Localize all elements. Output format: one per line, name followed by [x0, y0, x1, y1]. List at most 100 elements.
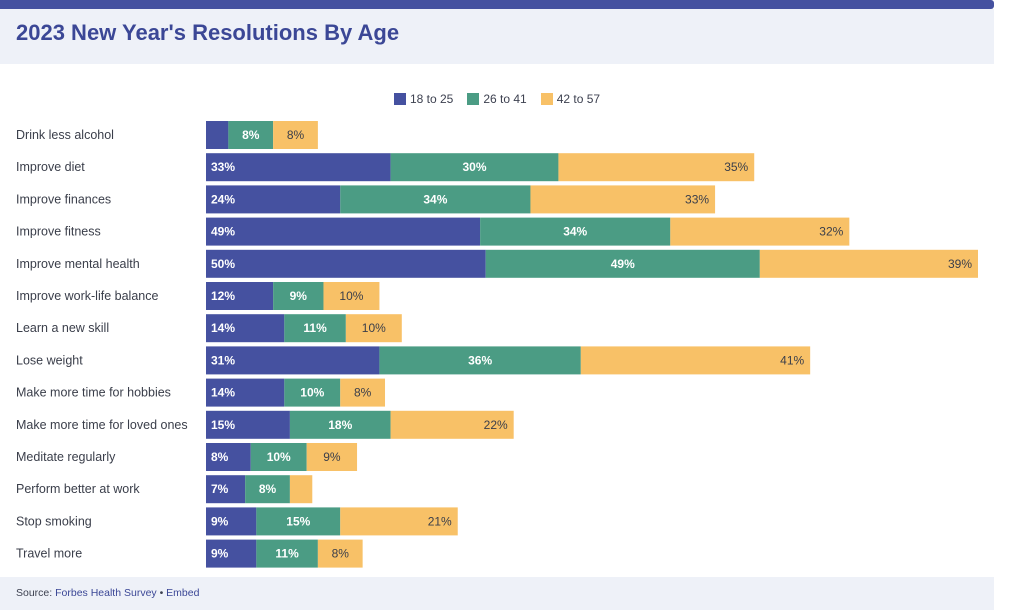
bar-segment[interactable]	[340, 185, 531, 214]
source-link[interactable]: Forbes Health Survey	[55, 587, 157, 599]
bar-segment[interactable]	[306, 443, 358, 471]
data-label: 35%	[724, 160, 748, 174]
data-label: 9%	[211, 514, 229, 528]
bar-segment[interactable]	[273, 282, 324, 310]
bar-segment[interactable]	[206, 249, 486, 278]
data-label: 21%	[428, 514, 452, 528]
bar-segment[interactable]	[284, 378, 341, 407]
category-label: Improve diet	[16, 160, 85, 174]
legend-swatch-18-25	[393, 93, 406, 105]
top-accent-bar	[0, 0, 994, 9]
bar-segment[interactable]	[206, 346, 380, 375]
bar-segment[interactable]	[284, 314, 346, 343]
bar-segment[interactable]	[273, 121, 318, 149]
data-label: 8%	[259, 482, 277, 496]
category-label: Learn a new skill	[16, 321, 109, 335]
data-label: 34%	[563, 225, 587, 239]
bar-segment[interactable]	[256, 507, 341, 536]
data-label: 9%	[323, 450, 341, 464]
bar-segment[interactable]	[530, 185, 716, 214]
bar-segment[interactable]	[206, 282, 274, 310]
bar-segment[interactable]	[206, 121, 229, 149]
bar-segment[interactable]	[206, 539, 257, 568]
bar-segment[interactable]	[228, 121, 274, 149]
data-label: 31%	[211, 353, 235, 367]
data-label: 10%	[362, 321, 386, 335]
bar-segment[interactable]	[206, 443, 251, 471]
legend-item-18-25[interactable]: 18 to 25	[393, 92, 454, 106]
bar-segment[interactable]	[323, 282, 380, 310]
bar-segment[interactable]	[379, 346, 581, 375]
category-label: Improve fitness	[16, 225, 101, 239]
data-label: 32%	[819, 225, 843, 239]
data-label: 50%	[211, 257, 235, 271]
bar-segment[interactable]	[206, 314, 285, 343]
bar-segment[interactable]	[245, 475, 290, 504]
data-label: 34%	[423, 192, 447, 206]
bar-segment[interactable]	[485, 249, 760, 278]
footer-band	[0, 577, 994, 610]
source-prefix: Source:	[16, 587, 56, 599]
bar-segment[interactable]	[317, 539, 363, 568]
category-label: Make more time for loved ones	[16, 418, 188, 432]
data-label: 10%	[267, 450, 291, 464]
bar-segment[interactable]	[759, 249, 978, 278]
bar-segment[interactable]	[345, 314, 402, 343]
data-label: 24%	[211, 192, 235, 206]
bar-segment[interactable]	[206, 185, 341, 214]
category-label: Improve finances	[16, 192, 111, 206]
bar-segment[interactable]	[558, 153, 755, 182]
category-label: Lose weight	[16, 353, 83, 367]
data-label: 8%	[242, 128, 260, 142]
data-label: 22%	[484, 418, 508, 432]
bar-segment[interactable]	[390, 410, 514, 439]
data-label: 9%	[290, 289, 308, 303]
category-label: Perform better at work	[16, 482, 140, 496]
bar-segment[interactable]	[206, 153, 391, 182]
category-label: Drink less alcohol	[16, 128, 114, 142]
legend-item-42-57[interactable]: 42 to 57	[540, 92, 600, 106]
legend-label-18-25: 18 to 25	[409, 92, 454, 106]
legend-swatch-26-41	[467, 93, 480, 105]
data-label: 39%	[948, 257, 972, 271]
legend-label-26-41: 26 to 41	[483, 92, 527, 106]
bar-segment[interactable]	[480, 217, 671, 246]
data-label: 8%	[354, 386, 372, 400]
bar-segment[interactable]	[206, 378, 285, 407]
source-line: Source: Forbes Health Survey • Embed	[16, 587, 199, 599]
category-label: Stop smoking	[16, 514, 92, 528]
data-label: 8%	[287, 128, 305, 142]
bar-segment[interactable]	[340, 507, 458, 536]
data-label: 33%	[211, 160, 235, 174]
bar-segment[interactable]	[206, 410, 290, 439]
bar-segment[interactable]	[206, 475, 246, 504]
legend-swatch-42-57	[540, 93, 553, 105]
data-label: 14%	[211, 386, 235, 400]
data-label: 10%	[339, 289, 363, 303]
bar-segment[interactable]	[289, 410, 391, 439]
bar-segment[interactable]	[670, 217, 850, 246]
legend: 18 to 25 26 to 41 42 to 57	[0, 92, 994, 106]
data-label: 36%	[468, 353, 492, 367]
category-label: Travel more	[16, 547, 82, 561]
data-label: 30%	[463, 160, 487, 174]
legend-item-26-41[interactable]: 26 to 41	[467, 92, 527, 106]
data-label: 15%	[286, 514, 310, 528]
category-label: Make more time for hobbies	[16, 386, 171, 400]
embed-link[interactable]: Embed	[166, 587, 200, 599]
bar-segment[interactable]	[289, 475, 313, 504]
data-label: 18%	[328, 418, 352, 432]
bar-segment[interactable]	[390, 153, 559, 182]
data-label: 49%	[211, 225, 235, 239]
category-label: Improve mental health	[16, 257, 140, 271]
bar-segment[interactable]	[340, 378, 386, 407]
bar-segment[interactable]	[206, 217, 481, 246]
bar-segment[interactable]	[250, 443, 307, 471]
data-label: 49%	[611, 257, 635, 271]
bar-segment[interactable]	[256, 539, 318, 568]
bar-segment[interactable]	[580, 346, 811, 375]
data-label: 11%	[303, 321, 327, 335]
bar-segment[interactable]	[206, 507, 257, 536]
category-label: Improve work-life balance	[16, 289, 158, 303]
data-label: 15%	[211, 418, 235, 432]
